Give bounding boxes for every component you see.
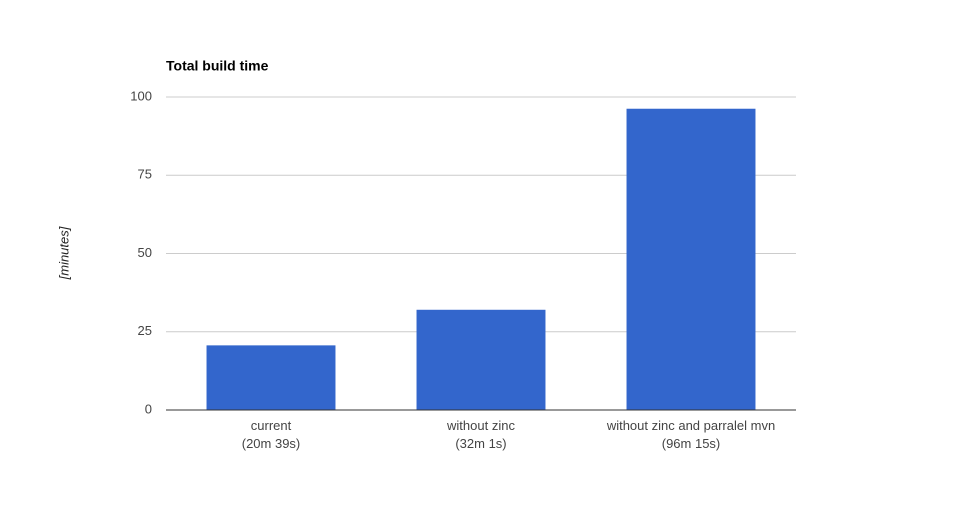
- y-tick-label: 75: [138, 167, 152, 182]
- bar: [206, 345, 336, 410]
- y-tick-label: 25: [138, 323, 152, 338]
- bar: [626, 108, 756, 411]
- y-tick-label: 50: [138, 245, 152, 260]
- y-tick-label: 0: [145, 401, 152, 416]
- bar: [416, 309, 546, 410]
- x-tick-label: without zinc (32m 1s): [446, 418, 515, 451]
- y-axis-label: [minutes]: [56, 226, 71, 280]
- x-tick-label: without zinc and parralel mvn (96m 15s): [606, 418, 775, 451]
- y-tick-label: 100: [130, 88, 152, 103]
- chart-title: Total build time: [166, 58, 269, 74]
- x-tick-label: current (20m 39s): [242, 418, 301, 451]
